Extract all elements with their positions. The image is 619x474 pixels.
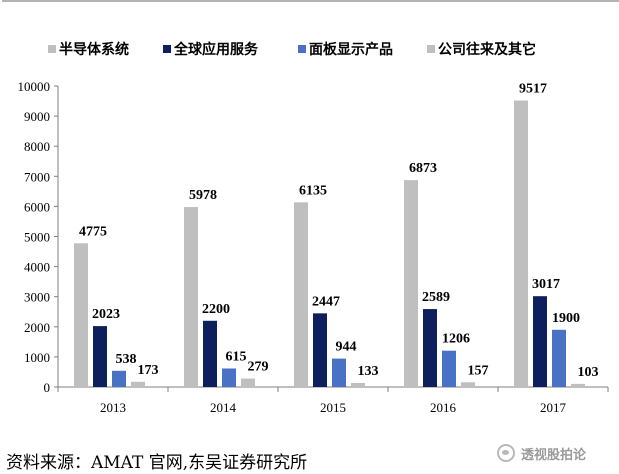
bar <box>423 309 437 387</box>
legend-label: 面板显示产品 <box>309 41 393 58</box>
data-label: 103 <box>578 365 599 380</box>
data-label: 3017 <box>532 277 560 292</box>
bars <box>74 100 585 387</box>
data-label: 133 <box>358 364 379 379</box>
source-note: 资料来源：AMAT 官网,东吴证券研究所 <box>6 453 308 473</box>
bar <box>112 370 126 387</box>
bar <box>571 383 585 387</box>
data-label: 157 <box>468 363 489 378</box>
y-tick-label: 3000 <box>24 290 50 305</box>
y-tick-label: 0 <box>44 380 51 395</box>
bar <box>93 326 107 387</box>
x-tick-label: 2015 <box>320 400 346 415</box>
x-axis: 2013 2014 2015 2016 2017 <box>57 386 609 415</box>
data-label: 279 <box>248 360 269 375</box>
y-axis: 0 1000 2000 3000 4000 5000 6000 7000 8000 9000 100… <box>18 79 59 395</box>
data-labels: 4775 5978 6135 6873 9517 2023 2200 2447 2589 3017… <box>79 82 599 380</box>
legend-label: 全球应用服务 <box>173 41 259 58</box>
legend-swatch <box>298 45 306 53</box>
y-tick-label: 6000 <box>24 199 50 214</box>
data-label: 173 <box>138 363 159 378</box>
bar <box>222 368 236 387</box>
bar <box>533 296 547 387</box>
watermark-text: 透视股拍论 <box>521 447 587 463</box>
data-label: 2200 <box>202 302 230 317</box>
y-tick-label: 5000 <box>24 230 50 245</box>
x-tick-label: 2013 <box>100 400 126 415</box>
data-label: 5978 <box>189 188 217 203</box>
data-label: 1900 <box>552 311 580 326</box>
data-label: 4775 <box>79 224 107 239</box>
bar <box>203 320 217 387</box>
x-tick-label: 2014 <box>210 400 237 415</box>
data-label: 6135 <box>299 183 327 198</box>
legend-label: 公司往来及其它 <box>438 41 536 58</box>
legend-swatch <box>48 45 56 53</box>
legend: 半导体系统 全球应用服务 面板显示产品 公司往来及其它 <box>48 41 536 58</box>
bar <box>313 313 327 387</box>
wechat-icon <box>497 444 515 462</box>
x-tick-label: 2017 <box>540 400 567 415</box>
bar <box>351 382 365 387</box>
data-label: 2023 <box>92 307 120 322</box>
bar <box>442 350 456 387</box>
bar <box>332 358 346 387</box>
legend-swatch <box>163 45 171 53</box>
bar <box>74 243 88 387</box>
y-tick-label: 10000 <box>18 79 51 94</box>
data-label: 538 <box>116 352 137 367</box>
y-tick-label: 7000 <box>24 169 50 184</box>
bar <box>131 381 145 387</box>
legend-label: 半导体系统 <box>59 41 129 58</box>
data-label: 9517 <box>519 82 547 97</box>
y-tick-label: 4000 <box>24 260 50 275</box>
y-tick-label: 2000 <box>24 320 50 335</box>
bar <box>241 378 255 387</box>
y-tick-label: 1000 <box>24 350 50 365</box>
data-label: 615 <box>226 349 247 364</box>
data-label: 6873 <box>409 161 437 176</box>
watermark: 透视股拍论 <box>497 440 586 466</box>
bar <box>461 382 475 387</box>
data-label: 944 <box>336 340 357 355</box>
bar <box>184 207 198 387</box>
x-tick-label: 2016 <box>430 400 457 415</box>
bar <box>552 329 566 387</box>
data-label: 2447 <box>312 294 340 309</box>
bar <box>404 180 418 387</box>
bar-chart: 半导体系统 全球应用服务 面板显示产品 公司往来及其它 0 1000 2000 3000 40… <box>2 0 619 415</box>
legend-swatch <box>427 45 435 53</box>
data-label: 1206 <box>442 332 470 347</box>
y-tick-label: 9000 <box>24 109 50 124</box>
y-tick-label: 8000 <box>24 139 50 154</box>
data-label: 2589 <box>422 290 450 305</box>
bar <box>514 100 528 387</box>
bar <box>294 202 308 387</box>
